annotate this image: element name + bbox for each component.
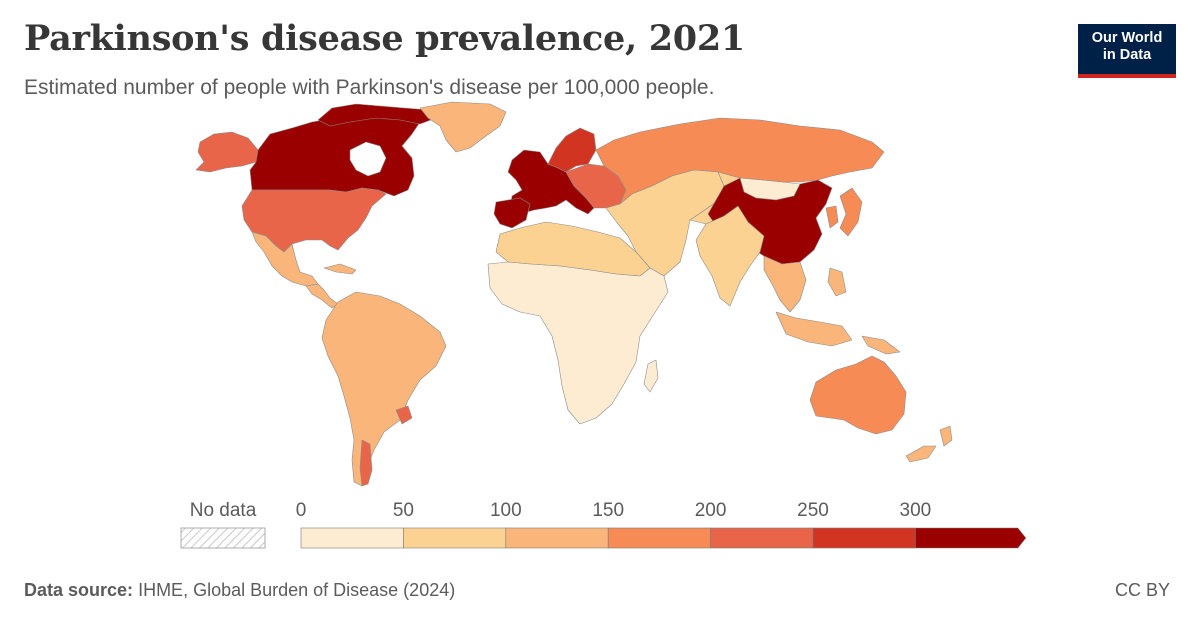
legend-bin[interactable]: [607, 527, 711, 549]
legend-tick-label: 100: [490, 500, 522, 521]
map-region-alaska[interactable]: [195, 131, 259, 173]
data-source-text: IHME, Global Burden of Disease (2024): [138, 580, 456, 600]
map-region-sub-saharan-africa[interactable]: [487, 261, 669, 425]
map-region-new-zealand-south[interactable]: [905, 445, 937, 463]
map-region-new-zealand[interactable]: [939, 425, 953, 447]
license-link[interactable]: CC BY: [1114, 580, 1170, 600]
logo-line-1: Our World: [1091, 30, 1163, 46]
legend-no-data-label: No data: [190, 500, 257, 521]
map-region-india[interactable]: [695, 205, 765, 307]
legend-tick-label: 0: [296, 500, 307, 521]
chart-title: Parkinson's disease prevalence, 2021: [24, 18, 745, 59]
map-region-south-america[interactable]: [321, 291, 447, 487]
map-region-australia[interactable]: [809, 355, 907, 435]
logo-accent-bar: [1078, 74, 1176, 78]
map-region-greenland[interactable]: [419, 101, 507, 153]
legend-bin[interactable]: [710, 527, 814, 549]
map-region-southeast-asia[interactable]: [763, 255, 807, 313]
map-region-japan[interactable]: [839, 187, 863, 237]
legend-bin[interactable]: [505, 527, 609, 549]
chart-subtitle: Estimated number of people with Parkinso…: [24, 76, 715, 99]
legend-tick-label: 250: [797, 500, 829, 521]
hudson-bay: [349, 141, 387, 177]
map-region-papua[interactable]: [861, 335, 901, 355]
map-region-madagascar[interactable]: [643, 359, 659, 393]
map-region-mexico[interactable]: [251, 231, 319, 287]
map-region-korea[interactable]: [825, 205, 839, 229]
owid-logo[interactable]: Our World in Data: [1078, 24, 1176, 78]
map-region-southern-cone[interactable]: [359, 439, 373, 487]
map-region-iberia[interactable]: [493, 197, 531, 229]
legend-tick-label: 150: [592, 500, 624, 521]
data-source: Data source: IHME, Global Burden of Dise…: [24, 580, 455, 601]
legend-tick-label: 200: [695, 500, 727, 521]
legend-bin[interactable]: [300, 527, 404, 549]
data-source-label: Data source:: [24, 580, 134, 600]
map-region-uruguay[interactable]: [395, 405, 413, 425]
legend-bin[interactable]: [403, 527, 507, 549]
legend-bin-open[interactable]: [915, 527, 1027, 549]
legend-tick-label: 300: [900, 500, 932, 521]
map-region-indonesia[interactable]: [775, 311, 853, 347]
logo-line-2: in Data: [1102, 47, 1152, 63]
legend-tick-label: 50: [393, 500, 414, 521]
legend-no-data-swatch: [180, 527, 266, 549]
legend-bin[interactable]: [812, 527, 916, 549]
map-region-philippines[interactable]: [827, 267, 847, 297]
map-region-caribbean[interactable]: [323, 263, 357, 275]
